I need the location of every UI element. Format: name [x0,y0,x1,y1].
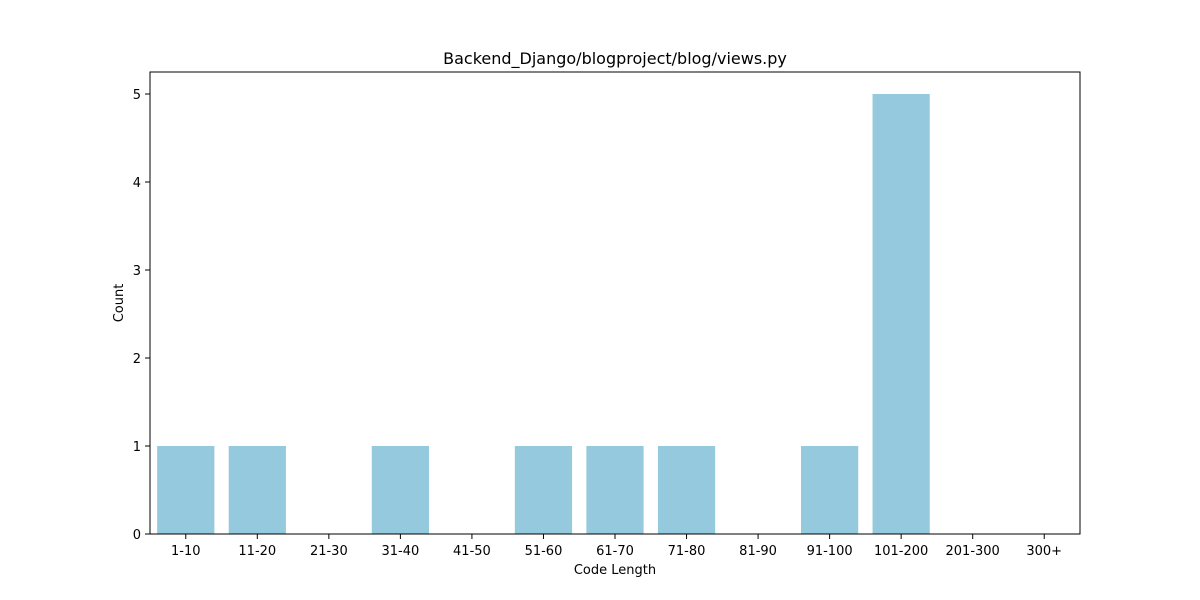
x-axis-label: Code Length [574,563,656,578]
bar-11-20 [228,446,286,534]
x-tick-label: 1-10 [171,544,201,559]
bar-51-60 [514,446,573,534]
y-tick-label: 0 [133,528,141,543]
x-tick-label: 11-20 [238,544,276,559]
x-tick-label: 41-50 [453,544,491,559]
y-tick-label: 1 [133,440,141,455]
x-tick-label: 201-300 [946,544,1000,559]
x-tick-label: 31-40 [381,544,419,559]
x-tick-label: 51-60 [525,544,563,559]
chart-title: Backend_Django/blogproject/blog/views.py [443,49,787,69]
bar-91-100 [801,446,859,534]
x-tick-label: 300+ [1026,544,1062,559]
y-tick-label: 5 [133,88,141,103]
x-tick-label: 101-200 [874,544,928,559]
x-tick-label: 61-70 [596,544,634,559]
y-tick-label: 3 [133,264,141,279]
y-axis-label: Count [112,284,127,323]
x-tick-label: 71-80 [668,544,706,559]
x-tick-label: 81-90 [739,544,777,559]
bars-group [157,94,930,534]
y-axis-ticks: 0 1 2 3 4 5 [133,88,150,543]
x-axis-ticks: 1-10 11-20 21-30 31-40 41-50 51-60 61-70 71-80 8… [171,534,1062,559]
bar-61-70 [586,446,644,534]
bar-101-200 [872,94,930,534]
y-tick-label: 2 [133,352,141,367]
bar-1-10 [157,446,215,534]
bar-31-40 [371,446,429,534]
bar-71-80 [657,446,716,534]
x-tick-label: 91-100 [807,544,853,559]
y-tick-label: 4 [133,176,141,191]
x-tick-label: 21-30 [310,544,348,559]
